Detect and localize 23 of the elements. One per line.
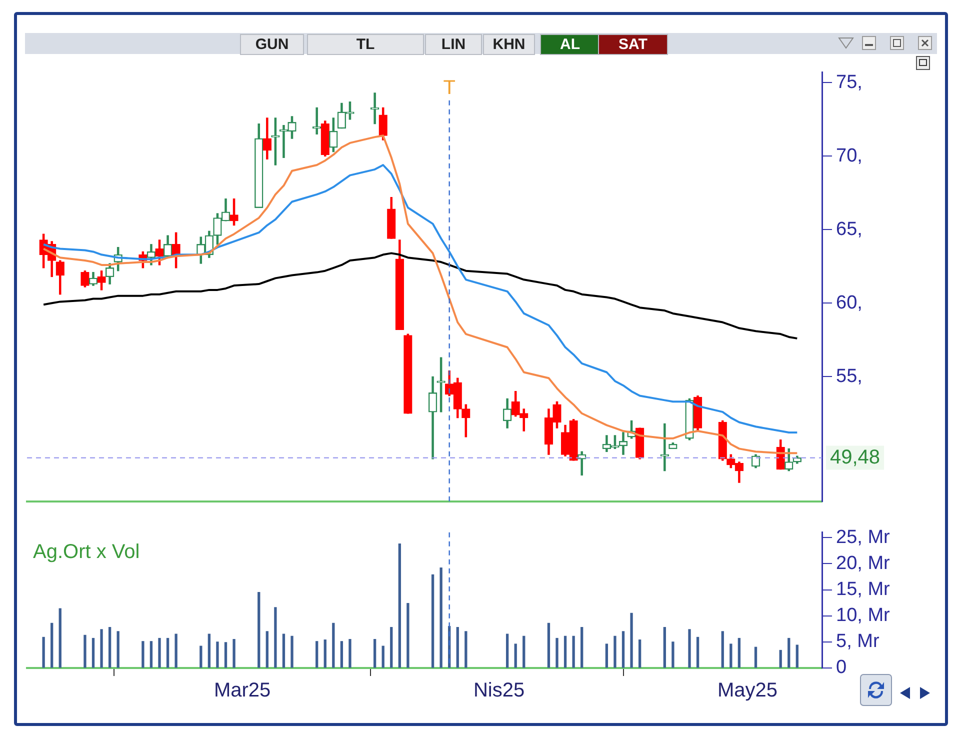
text: GUN	[240, 34, 304, 55]
x-tick-label: Mar25	[214, 680, 271, 702]
ref-line-label: 49,48	[830, 446, 880, 468]
y-tick-label: 55,	[836, 366, 862, 387]
y-tick-label: 15, Mr	[836, 579, 891, 600]
text: AL	[540, 34, 600, 55]
chart-title: Ag.Ort x Vol	[33, 540, 140, 563]
y-tick-label: 65,	[836, 218, 862, 240]
ref-line-label: T	[443, 76, 456, 99]
y-tick-label: 5, Mr	[836, 631, 880, 652]
y-tick-label: 70,	[836, 145, 862, 166]
text: TL	[307, 34, 424, 55]
text: LIN	[425, 34, 482, 55]
text: KHN	[483, 34, 535, 55]
y-tick-label: 0	[836, 657, 847, 678]
y-tick-label: 75,	[836, 72, 862, 93]
y-tick-label: 10, Mr	[836, 605, 891, 626]
y-tick-label: 25, Mr	[836, 526, 891, 548]
x-tick-label: Nis25	[473, 680, 525, 702]
text: SAT	[598, 34, 668, 55]
y-tick-label: 60,	[836, 292, 862, 314]
y-tick-label: 20, Mr	[836, 552, 891, 574]
x-tick-label: May25	[717, 680, 778, 702]
